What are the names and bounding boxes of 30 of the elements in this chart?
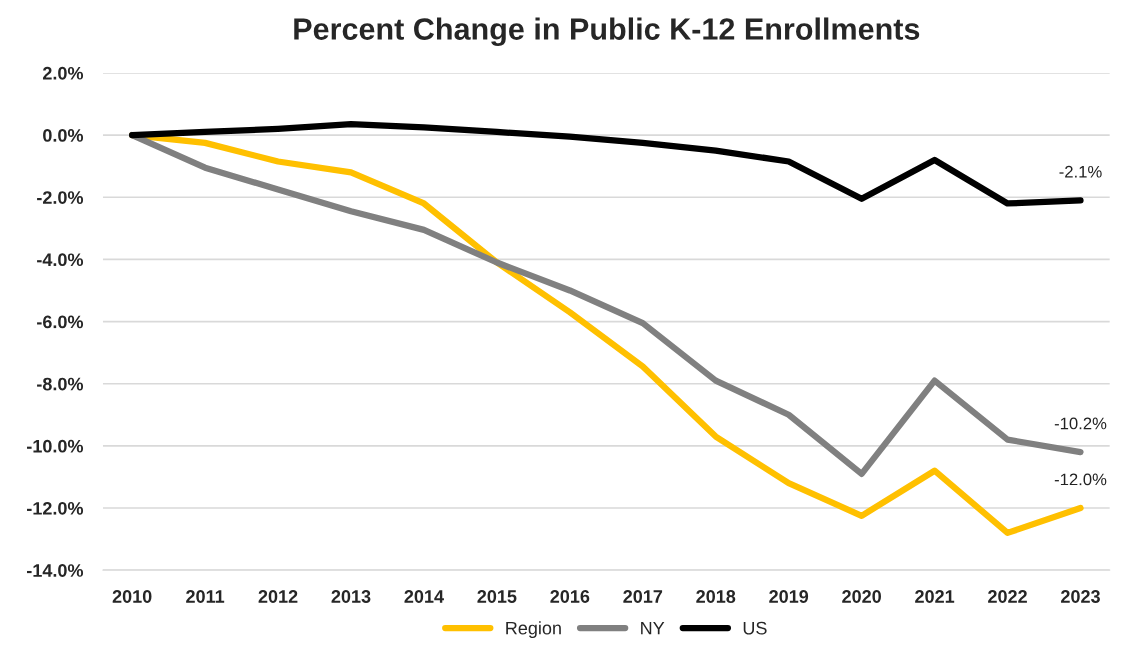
legend-label: US <box>743 621 767 635</box>
x-tick-label: 2016 <box>550 590 590 603</box>
data-label: -12.0% <box>1054 473 1107 486</box>
x-tick-label: 2023 <box>1061 590 1100 603</box>
y-tick-label: -2.0% <box>37 191 84 204</box>
data-label: -10.2% <box>1054 417 1107 430</box>
x-tick-label: 2019 <box>769 590 809 603</box>
y-tick-label: -4.0% <box>37 253 84 267</box>
x-tick-label: 2018 <box>696 590 736 603</box>
x-tick-label: 2013 <box>331 590 371 603</box>
data-label: -2.1% <box>1059 165 1102 178</box>
x-tick-label: 2014 <box>404 590 444 603</box>
x-tick-label: 2017 <box>623 590 663 603</box>
x-tick-label: 2020 <box>842 590 881 603</box>
legend-label: Region <box>506 621 561 639</box>
x-tick-label: 2015 <box>477 590 517 603</box>
y-tick-label: -14.0% <box>27 564 84 577</box>
legend-label: NY <box>641 621 665 635</box>
x-tick-label: 2012 <box>258 590 298 603</box>
x-tick-label: 2010 <box>112 590 152 603</box>
y-tick-label: -6.0% <box>37 315 84 329</box>
chart-title: Percent Change in Public K-12 Enrollments <box>294 17 920 47</box>
y-tick-label: -12.0% <box>27 501 84 515</box>
x-tick-label: 2011 <box>186 590 225 603</box>
x-tick-label: 2021 <box>915 590 955 603</box>
y-tick-label: 0.0% <box>43 129 84 142</box>
y-tick-label: -8.0% <box>37 377 84 391</box>
y-tick-label: 2.0% <box>42 66 84 80</box>
y-tick-label: -10.0% <box>27 439 84 453</box>
x-tick-label: 2022 <box>988 590 1027 603</box>
